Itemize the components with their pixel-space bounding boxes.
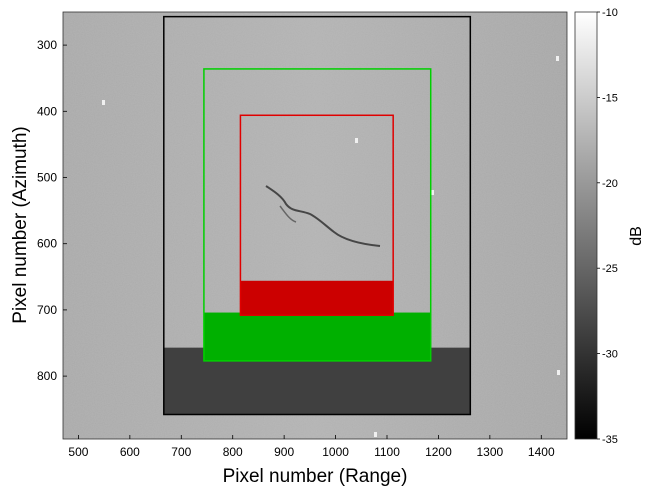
middle-box-band <box>203 312 431 361</box>
x-tick-label: 1200 <box>425 445 452 459</box>
x-tick-label: 1000 <box>322 445 349 459</box>
image-features <box>102 56 560 437</box>
y-axis-label: Pixel number (Azimuth) <box>10 126 31 323</box>
colorbar-tick-label: -30 <box>602 349 618 361</box>
x-tick-label: 800 <box>223 445 243 459</box>
roi-boxes <box>163 15 472 416</box>
colorbar-tick-label: -35 <box>602 434 618 446</box>
x-tick-label: 500 <box>68 445 88 459</box>
colorbar-tick-label: -20 <box>602 178 618 190</box>
x-tick-label: 700 <box>171 445 191 459</box>
y-tick-label: 300 <box>37 38 57 52</box>
x-tick-label: 1100 <box>374 445 400 459</box>
x-tick-label: 1300 <box>477 445 504 459</box>
colorbar-ticks: -10 -15 -20 -25 -30 -35 <box>597 7 618 446</box>
bright-target <box>355 138 358 143</box>
plot-frame <box>62 11 568 440</box>
dark-slick-branch <box>279 205 297 223</box>
y-tick-label: 800 <box>37 369 57 383</box>
bright-target <box>102 100 105 105</box>
y-tick-label: 700 <box>37 303 57 317</box>
colorbar-tick-label: -10 <box>602 7 618 19</box>
colorbar-tick-label: -25 <box>602 263 618 275</box>
inner-box <box>239 114 394 316</box>
middle-box <box>203 68 432 362</box>
x-axis-ticks: 500 600 700 800 900 1000 1100 1200 1300 1400 <box>68 435 555 459</box>
colorbar-tick-label: -15 <box>602 92 618 104</box>
y-axis-ticks: 300 400 500 600 700 800 <box>37 38 67 383</box>
colorbar: -10 -15 -20 -25 -30 -35 dB <box>574 7 645 446</box>
outer-box <box>163 15 472 416</box>
y-tick-label: 600 <box>37 237 57 251</box>
x-tick-label: 900 <box>274 445 294 459</box>
plot-area: 500 600 700 800 900 1000 1100 1200 1300 1400 300 4… <box>37 11 568 459</box>
x-tick-label: 1400 <box>528 445 555 459</box>
y-tick-label: 500 <box>37 171 57 185</box>
bright-target <box>556 56 559 61</box>
colorbar-gradient <box>574 11 598 440</box>
colorbar-label: dB <box>628 226 645 246</box>
dark-slick <box>265 185 381 247</box>
bright-target <box>557 370 560 375</box>
x-tick-label: 600 <box>120 445 140 459</box>
y-tick-label: 400 <box>37 104 57 118</box>
bright-target <box>374 432 377 437</box>
x-axis-label: Pixel number (Range) <box>223 466 408 487</box>
inner-box-band <box>240 280 394 316</box>
bright-target <box>431 190 434 195</box>
